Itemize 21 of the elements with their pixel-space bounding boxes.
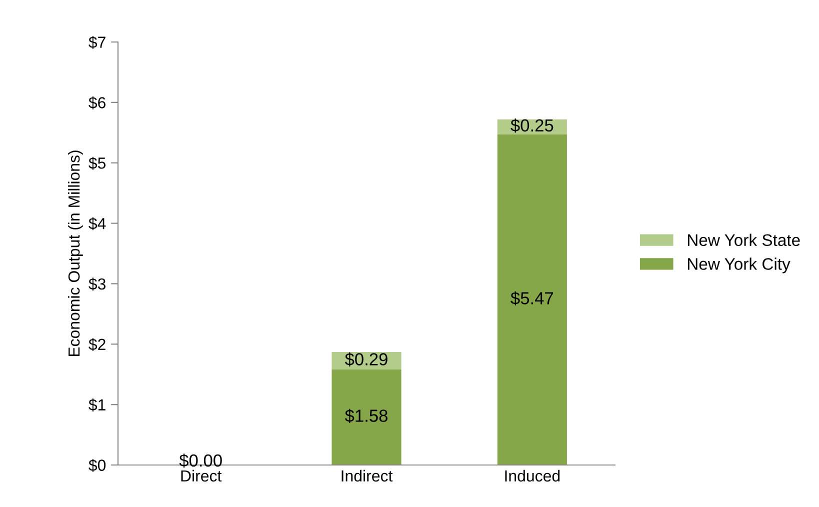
y-tick-label: $4 (88, 217, 106, 230)
y-tick-label: $6 (88, 96, 106, 110)
x-tick-label: Direct (181, 470, 222, 482)
y-tick-label: $1 (88, 398, 106, 412)
y-axis-title: Economic Output (in Millions) (68, 150, 83, 356)
legend-label: New York City (688, 258, 790, 274)
y-tick-label: $5 (88, 156, 106, 170)
bar (332, 370, 402, 465)
legend-label: New York State (688, 234, 800, 246)
data-label: $5.47 (510, 291, 554, 306)
x-tick-label: Induced (505, 470, 560, 482)
data-label: $0.00 (179, 454, 222, 468)
bar (497, 134, 567, 465)
y-tick-label: $7 (88, 36, 106, 49)
data-label: $0.25 (510, 118, 554, 133)
data-label: $0.29 (344, 352, 388, 366)
y-tick-label: $2 (88, 338, 106, 352)
x-tick-label: Indirect (342, 470, 393, 482)
data-label: $1.58 (344, 408, 388, 423)
y-tick-label: $3 (88, 278, 106, 291)
y-tick-label: $0 (88, 458, 106, 472)
